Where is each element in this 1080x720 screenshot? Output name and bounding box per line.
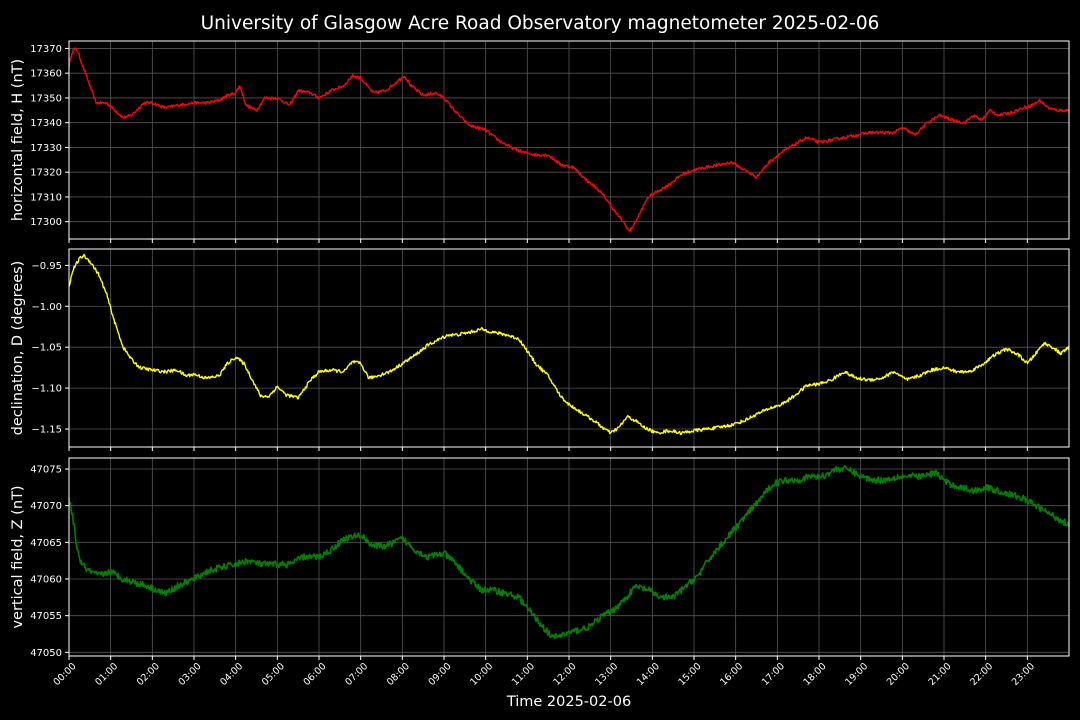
declination-series-line — [68, 253, 1070, 436]
vertical-field-panel: 47050 47055 47060 47065 47070 47075 vertical f… — [10, 457, 1070, 660]
horizontal-field-panel: 17300 17310 17320 17330 17340 17350 17360 17370… — [10, 40, 1070, 243]
y-tick-label: 17310 — [30, 192, 62, 203]
y-tick-label: −1.10 — [31, 384, 62, 395]
y-tick-label: −1.05 — [31, 343, 62, 354]
declination-panel: −0.95 −1.00 −1.05 −1.10 −1.15 declination, D … — [10, 248, 1070, 451]
y-tick-label: 17320 — [30, 168, 62, 179]
declination-grid — [68, 249, 1069, 447]
y-tick-label: 47060 — [30, 575, 62, 586]
y-tick-label: 17360 — [30, 69, 62, 80]
horizontal-field-y-axis-label: horizontal field, H (nT) — [10, 59, 26, 221]
y-tick-label: 17370 — [30, 44, 62, 55]
y-tick-label: −1.00 — [31, 302, 62, 313]
vertical-field-series-line — [68, 464, 1070, 640]
y-tick-label: 47055 — [30, 611, 62, 622]
y-tick-label: 47065 — [30, 538, 62, 549]
y-tick-label: 17340 — [30, 118, 62, 129]
y-tick-label: −0.95 — [31, 261, 62, 272]
x-axis-label: Time 2025-02-06 — [506, 694, 631, 710]
vertical-field-y-axis-label: vertical field, Z (nT) — [10, 485, 26, 628]
declination-y-axis-label: declination, D (degrees) — [10, 261, 26, 436]
y-tick-label: 47050 — [30, 648, 62, 659]
y-tick-label: 47070 — [30, 501, 62, 512]
y-tick-label: 17330 — [30, 143, 62, 154]
y-tick-label: 17300 — [30, 217, 62, 228]
panels: 17300 17310 17320 17330 17340 17350 17360 17370… — [10, 40, 1070, 660]
horizontal-field-grid — [68, 41, 1069, 239]
y-tick-label: −1.15 — [31, 425, 62, 436]
y-tick-label: 47075 — [30, 465, 62, 476]
figure-title: University of Glasgow Acre Road Observat… — [201, 13, 880, 34]
horizontal-field-series-line — [68, 47, 1070, 232]
y-tick-label: 17350 — [30, 93, 62, 104]
